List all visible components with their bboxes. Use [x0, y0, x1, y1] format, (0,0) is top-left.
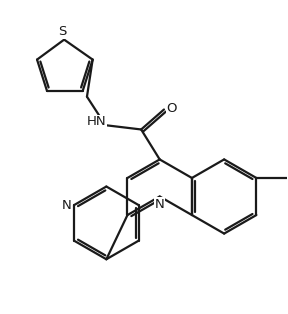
- Text: HN: HN: [87, 115, 107, 128]
- Text: N: N: [155, 198, 164, 211]
- Text: S: S: [58, 25, 67, 38]
- Text: N: N: [61, 198, 71, 212]
- Text: O: O: [167, 102, 177, 115]
